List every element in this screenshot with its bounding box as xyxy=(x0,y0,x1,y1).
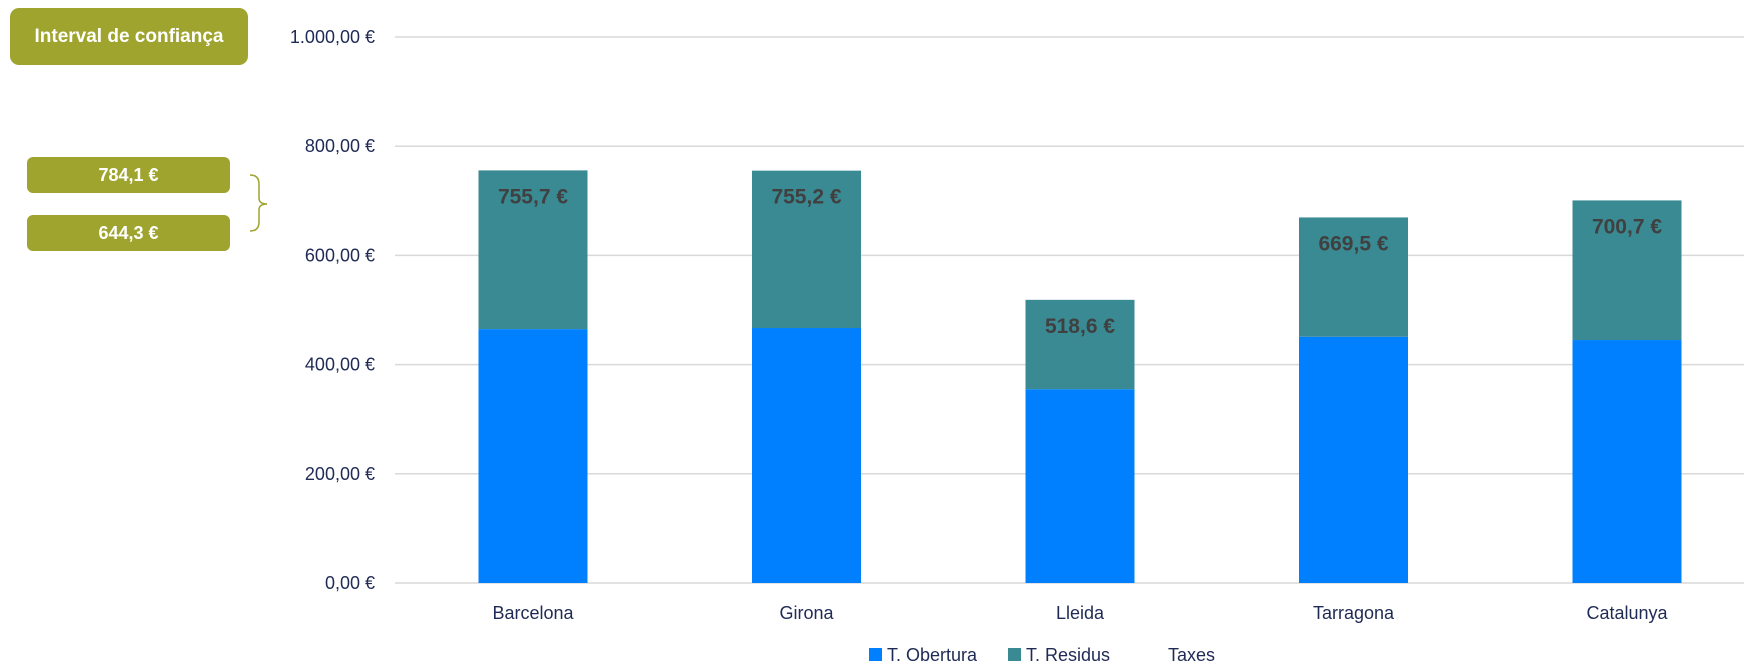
bar-obertura xyxy=(1572,340,1682,583)
bar-residus xyxy=(1572,200,1682,341)
bar-total-label: 755,2 € xyxy=(771,186,841,209)
ci-upper-value: 784,1 € xyxy=(27,157,230,193)
ci-bracket xyxy=(249,174,268,232)
y-tick-label: 800,00 € xyxy=(305,136,375,156)
y-tick-label: 1.000,00 € xyxy=(290,27,375,47)
bar-residus xyxy=(752,170,861,329)
y-tick-label: 200,00 € xyxy=(305,464,375,484)
x-category-label: Barcelona xyxy=(492,603,574,623)
bar-total-label: 518,6 € xyxy=(1045,315,1115,338)
bar-obertura xyxy=(752,328,861,583)
bar-obertura xyxy=(1299,336,1408,583)
legend-entry: Taxes xyxy=(1168,645,1215,665)
x-category-label: Catalunya xyxy=(1586,603,1668,623)
x-category-label: Girona xyxy=(779,603,834,623)
legend-entry: T. Residus xyxy=(1026,645,1110,665)
confidence-interval-title: Interval de confiança xyxy=(10,8,248,65)
legend-swatch xyxy=(1008,648,1021,661)
legend-entry: T. Obertura xyxy=(887,645,978,665)
y-tick-label: 600,00 € xyxy=(305,245,375,265)
y-tick-label: 400,00 € xyxy=(305,355,375,375)
bar-obertura xyxy=(478,329,588,583)
x-category-label: Tarragona xyxy=(1313,603,1395,623)
bar-total-label: 755,7 € xyxy=(498,185,568,208)
bar-obertura xyxy=(1025,389,1135,583)
legend-swatch xyxy=(869,648,882,661)
bar-residus xyxy=(478,170,588,330)
bar-residus xyxy=(1025,299,1135,390)
bar-total-label: 700,7 € xyxy=(1592,215,1662,238)
ci-lower-value: 644,3 € xyxy=(27,215,230,251)
bar-total-label: 669,5 € xyxy=(1318,232,1388,255)
y-tick-label: 0,00 € xyxy=(325,573,375,593)
bar-residus xyxy=(1299,217,1408,337)
x-category-label: Lleida xyxy=(1056,603,1105,623)
